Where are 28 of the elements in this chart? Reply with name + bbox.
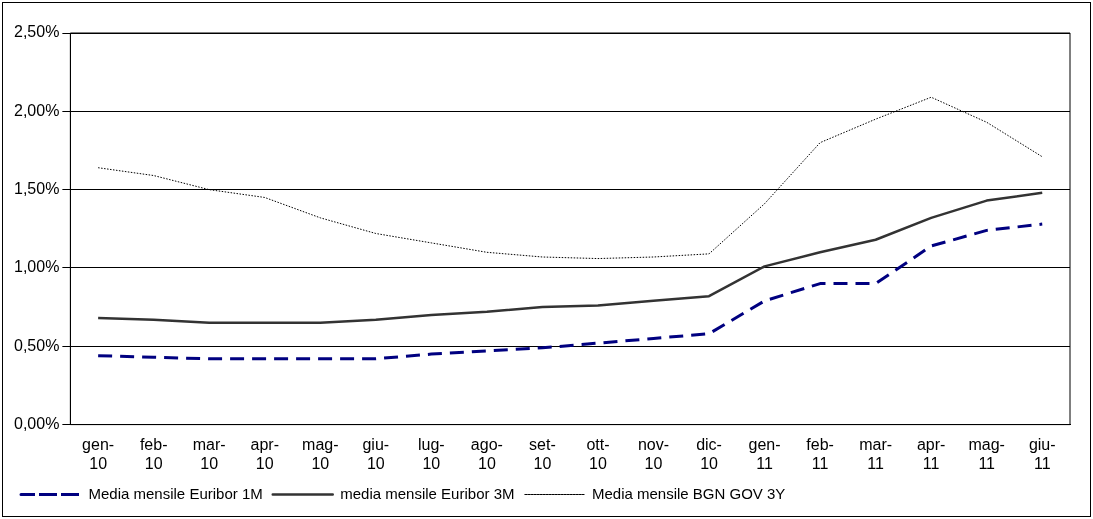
- legend-label: Media mensile Euribor 1M: [88, 484, 263, 502]
- line-series: [96, 222, 1044, 361]
- x-tick-label: mar-11: [859, 435, 893, 472]
- x-tick-label: ott-10: [586, 435, 610, 472]
- x-tick-label: dic-10: [696, 435, 722, 472]
- x-tick-label: nov-10: [637, 435, 670, 472]
- x-tick-label: lug-10: [418, 435, 445, 472]
- legend-label: media mensile Euribor 3M: [340, 484, 515, 502]
- x-tick-label: mag-10: [302, 435, 339, 472]
- y-tick-label: 1,50%: [13, 180, 60, 198]
- y-tick-label: 0,50%: [13, 336, 60, 354]
- y-tick-label: 0,00%: [13, 415, 60, 433]
- y-tick-label: 2,00%: [13, 101, 60, 119]
- x-tick-label: ago-10: [470, 435, 503, 472]
- x-tick-label: gen-11: [748, 435, 781, 472]
- x-tick-label: mar-10: [192, 435, 226, 472]
- legend-label: Media mensile BGN GOV 3Y: [591, 484, 786, 502]
- x-tick-label: feb-11: [806, 435, 834, 472]
- x-tick-label: apr-10: [250, 435, 279, 472]
- x-tick-label: feb-10: [139, 435, 168, 472]
- x-tick-label: mag-11: [968, 435, 1005, 472]
- y-tick-label: 1,00%: [13, 258, 60, 276]
- x-tick-label: giu-10: [362, 435, 390, 472]
- x-tick-label: apr-11: [916, 435, 946, 472]
- y-tick-label: 2,50%: [13, 23, 60, 41]
- x-tick-label: set-10: [529, 435, 556, 472]
- x-tick-label: gen-10: [82, 435, 115, 472]
- x-tick-label: giu-11: [1028, 435, 1056, 472]
